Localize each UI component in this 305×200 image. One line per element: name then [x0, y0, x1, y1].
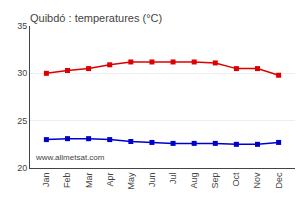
svg-text:Feb: Feb [62, 173, 72, 189]
svg-text:Jun: Jun [147, 173, 157, 188]
svg-text:May: May [126, 172, 136, 190]
svg-text:Mar: Mar [84, 173, 94, 189]
svg-text:25: 25 [17, 116, 27, 126]
svg-text:Oct: Oct [231, 172, 241, 187]
svg-text:35: 35 [17, 21, 27, 31]
svg-text:30: 30 [17, 68, 27, 78]
svg-text:Quibdó : temperatures (°C): Quibdó : temperatures (°C) [30, 12, 162, 24]
svg-text:Jul: Jul [168, 173, 178, 185]
svg-text:Jan: Jan [41, 173, 51, 188]
svg-text:Dec: Dec [274, 172, 284, 189]
svg-text:Aug: Aug [189, 173, 199, 189]
svg-text:Apr: Apr [105, 173, 115, 187]
svg-text:Sep: Sep [210, 173, 220, 189]
svg-text:www.allmetsat.com: www.allmetsat.com [35, 153, 105, 162]
svg-text:20: 20 [17, 163, 27, 173]
svg-text:Nov: Nov [252, 172, 262, 189]
